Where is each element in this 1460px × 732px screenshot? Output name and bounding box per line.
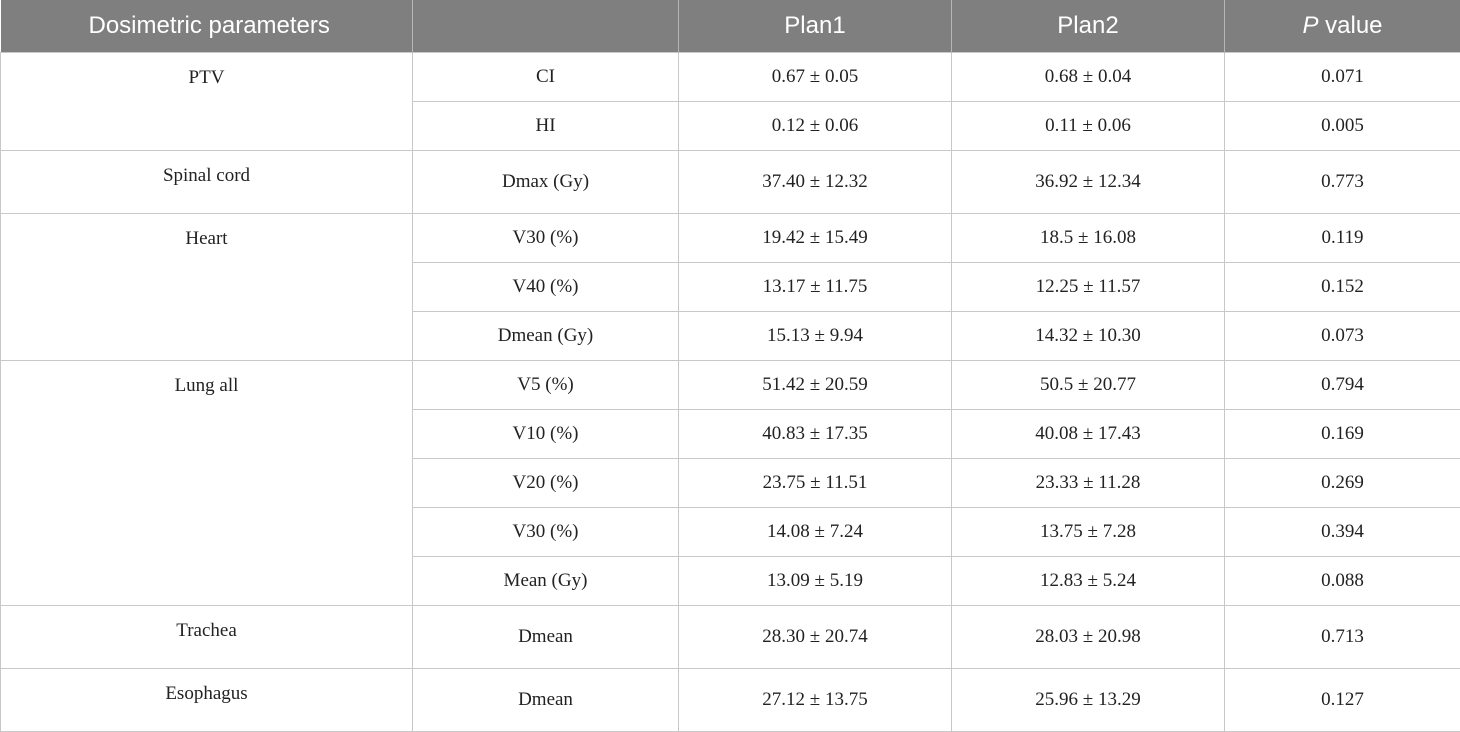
- value-cell: 0.394: [1225, 508, 1460, 557]
- value-cell: 28.03 ± 20.98: [952, 606, 1225, 669]
- value-cell: 40.83 ± 17.35: [679, 410, 952, 459]
- value-cell: 27.12 ± 13.75: [679, 669, 952, 732]
- value-cell: 23.33 ± 11.28: [952, 459, 1225, 508]
- value-cell: 0.773: [1225, 151, 1460, 214]
- value-cell: 51.42 ± 20.59: [679, 361, 952, 410]
- value-cell: 18.5 ± 16.08: [952, 214, 1225, 263]
- value-cell: 23.75 ± 11.51: [679, 459, 952, 508]
- value-cell: 0.005: [1225, 102, 1460, 151]
- value-cell: 0.071: [1225, 53, 1460, 102]
- value-cell: 0.269: [1225, 459, 1460, 508]
- parameter-cell: Dmean: [413, 669, 679, 732]
- value-cell: 0.169: [1225, 410, 1460, 459]
- value-cell: 14.32 ± 10.30: [952, 312, 1225, 361]
- parameter-cell: V30 (%): [413, 508, 679, 557]
- parameter-cell: V5 (%): [413, 361, 679, 410]
- value-cell: 0.073: [1225, 312, 1460, 361]
- header-row: Dosimetric parameters Plan1 Plan2 P valu…: [1, 0, 1460, 53]
- organ-cell: Esophagus: [1, 669, 413, 732]
- header-cell: Plan1: [679, 0, 952, 53]
- value-cell: 0.12 ± 0.06: [679, 102, 952, 151]
- value-cell: 0.67 ± 0.05: [679, 53, 952, 102]
- value-cell: 15.13 ± 9.94: [679, 312, 952, 361]
- value-cell: 0.11 ± 0.06: [952, 102, 1225, 151]
- parameter-cell: Dmean: [413, 606, 679, 669]
- value-cell: 12.83 ± 5.24: [952, 557, 1225, 606]
- parameter-cell: V30 (%): [413, 214, 679, 263]
- value-cell: 36.92 ± 12.34: [952, 151, 1225, 214]
- value-cell: 13.17 ± 11.75: [679, 263, 952, 312]
- value-cell: 40.08 ± 17.43: [952, 410, 1225, 459]
- organ-cell: Spinal cord: [1, 151, 413, 214]
- parameter-cell: V10 (%): [413, 410, 679, 459]
- value-cell: 28.30 ± 20.74: [679, 606, 952, 669]
- value-cell: 13.09 ± 5.19: [679, 557, 952, 606]
- organ-cell: Trachea: [1, 606, 413, 669]
- value-cell: 0.127: [1225, 669, 1460, 732]
- value-cell: 0.68 ± 0.04: [952, 53, 1225, 102]
- value-cell: 13.75 ± 7.28: [952, 508, 1225, 557]
- parameter-cell: Dmean (Gy): [413, 312, 679, 361]
- value-cell: 19.42 ± 15.49: [679, 214, 952, 263]
- value-cell: 25.96 ± 13.29: [952, 669, 1225, 732]
- value-cell: 14.08 ± 7.24: [679, 508, 952, 557]
- parameter-cell: Mean (Gy): [413, 557, 679, 606]
- value-cell: 50.5 ± 20.77: [952, 361, 1225, 410]
- organ-cell: Heart: [1, 214, 413, 361]
- header-cell: P value: [1225, 0, 1460, 53]
- value-cell: 0.119: [1225, 214, 1460, 263]
- header-cell: Dosimetric parameters: [1, 0, 413, 53]
- value-cell: 0.152: [1225, 263, 1460, 312]
- header-cell: Plan2: [952, 0, 1225, 53]
- value-cell: 37.40 ± 12.32: [679, 151, 952, 214]
- parameter-cell: V20 (%): [413, 459, 679, 508]
- value-cell: 12.25 ± 11.57: [952, 263, 1225, 312]
- value-cell: 0.713: [1225, 606, 1460, 669]
- parameter-cell: CI: [413, 53, 679, 102]
- organ-cell: PTV: [1, 53, 413, 151]
- value-cell: 0.088: [1225, 557, 1460, 606]
- organ-cell: Lung all: [1, 361, 413, 606]
- header-cell: [413, 0, 679, 53]
- value-cell: 0.794: [1225, 361, 1460, 410]
- parameter-cell: HI: [413, 102, 679, 151]
- parameter-cell: Dmax (Gy): [413, 151, 679, 214]
- parameter-cell: V40 (%): [413, 263, 679, 312]
